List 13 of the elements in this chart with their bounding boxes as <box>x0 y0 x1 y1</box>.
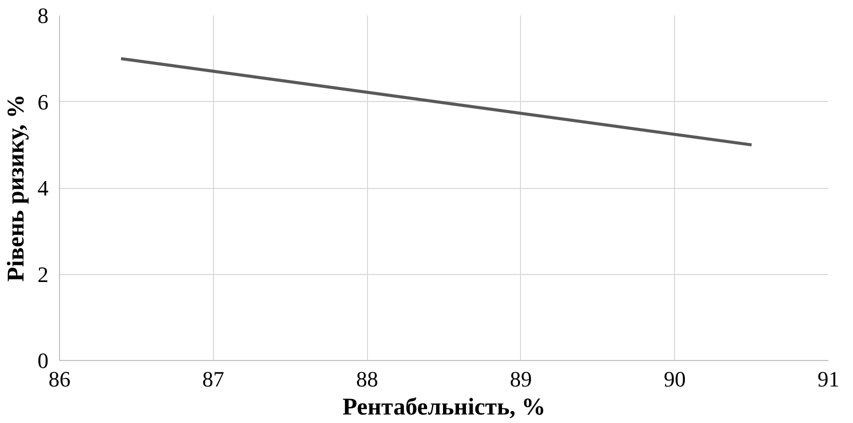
x-axis-title: Рентабельність, % <box>342 394 546 420</box>
x-tick-label: 86 <box>48 366 70 392</box>
x-tick-label: 90 <box>664 366 686 392</box>
y-tick-label: 8 <box>38 3 48 28</box>
x-tick-label: 88 <box>356 366 378 392</box>
x-tick-label: 91 <box>818 366 840 392</box>
y-tick-label: 2 <box>38 262 48 287</box>
x-tick-label: 87 <box>202 366 224 392</box>
x-tick-label: 89 <box>510 366 532 392</box>
y-tick-label: 6 <box>38 89 48 114</box>
y-tick-label: 4 <box>38 176 48 200</box>
y-axis-title: Рівень ризику, % <box>4 94 30 282</box>
y-tick-label: 0 <box>38 348 48 373</box>
